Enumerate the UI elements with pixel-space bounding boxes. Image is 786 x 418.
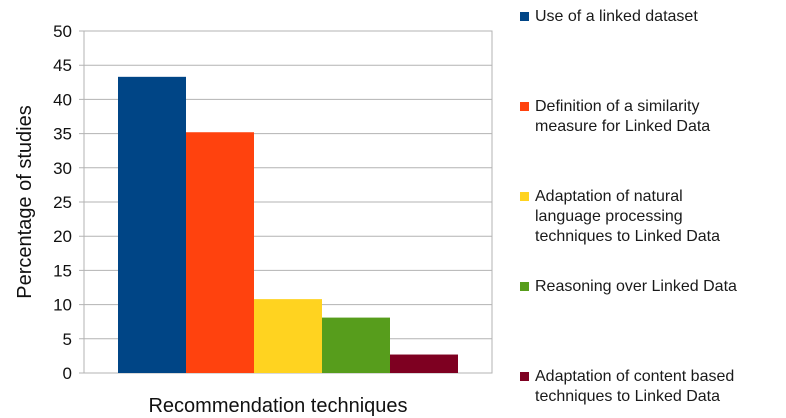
y-tick-label: 10 (53, 296, 72, 315)
y-tick-label: 35 (53, 125, 72, 144)
y-tick-label: 40 (53, 90, 72, 109)
y-tick-label: 20 (53, 227, 72, 246)
bar-1 (118, 76, 186, 373)
y-tick-labels: 0 5 10 15 20 25 30 35 40 45 50 (53, 22, 72, 383)
bar-3 (254, 299, 322, 373)
bar-4 (322, 317, 390, 373)
bars (118, 76, 458, 373)
bar-5 (390, 354, 458, 373)
y-tick-label: 25 (53, 193, 72, 212)
x-axis-label: Recommendation techniques (148, 395, 407, 417)
y-tick-label: 15 (53, 261, 72, 280)
y-tick-label: 5 (63, 330, 72, 349)
y-tick-label: 30 (53, 159, 72, 178)
y-axis-label: Percentage of studies (14, 105, 36, 298)
y-tick-label: 0 (63, 364, 72, 383)
bar-2 (186, 132, 254, 373)
y-tick-label: 45 (53, 56, 72, 75)
y-tick-label: 50 (53, 22, 72, 41)
